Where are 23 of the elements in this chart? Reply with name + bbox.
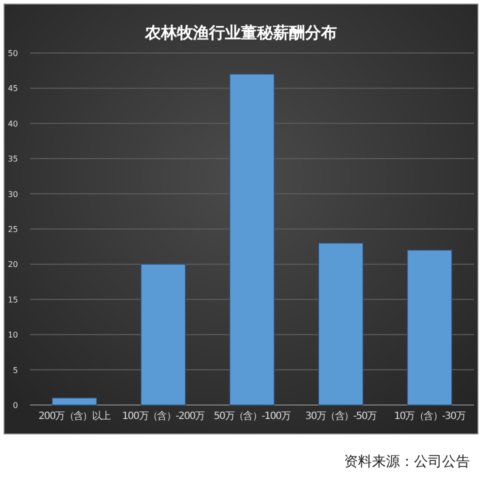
y-tick-label: 0 (12, 401, 18, 410)
x-tick-label: 50万（含）-100万 (214, 410, 292, 422)
chart-title: 农林牧渔行业董秘薪酬分布 (144, 23, 337, 42)
x-tick-label: 30万（含）-50万 (305, 410, 378, 422)
bar (407, 250, 452, 406)
text: 资料来源：公司公告 (344, 454, 470, 470)
x-tick-label: 200万（含）以上 (38, 410, 112, 422)
y-tick-label: 20 (8, 260, 18, 270)
y-tick-label: 15 (8, 295, 18, 304)
bar (140, 264, 186, 406)
bar (229, 74, 275, 406)
x-tick-label: 100万（含）-200万 (122, 410, 206, 422)
bar (318, 242, 364, 406)
y-tick-label: 50 (8, 49, 18, 58)
x-tick-label: 10万（含）-30万 (394, 410, 466, 422)
bar (52, 398, 97, 406)
y-tick-label: 10 (8, 330, 18, 340)
y-tick-label: 5 (12, 366, 18, 375)
y-tick-label: 35 (8, 154, 18, 164)
y-tick-label: 40 (8, 119, 18, 128)
y-tick-label: 30 (8, 190, 18, 199)
y-tick-label: 45 (8, 84, 18, 94)
y-tick-label: 25 (8, 225, 18, 234)
